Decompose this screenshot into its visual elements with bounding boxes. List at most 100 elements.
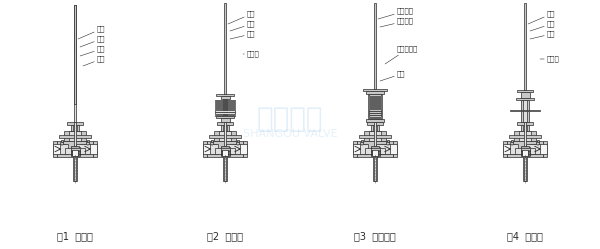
- Bar: [373, 156, 377, 182]
- Bar: [366, 91, 384, 94]
- Text: 填片: 填片: [530, 31, 556, 39]
- Bar: [76, 144, 90, 154]
- Bar: [353, 141, 357, 157]
- Bar: [387, 140, 389, 142]
- Bar: [376, 144, 390, 154]
- Text: 散热片: 散热片: [243, 51, 260, 57]
- Bar: [223, 126, 227, 131]
- Text: 负押垄片: 负押垄片: [378, 8, 414, 19]
- Bar: [361, 140, 364, 142]
- Bar: [223, 156, 227, 182]
- Bar: [61, 140, 64, 142]
- Bar: [74, 5, 76, 104]
- Bar: [216, 94, 234, 96]
- Bar: [367, 122, 383, 124]
- Bar: [203, 141, 207, 157]
- Bar: [215, 110, 235, 112]
- Bar: [523, 156, 527, 182]
- Bar: [224, 3, 226, 94]
- Bar: [537, 140, 539, 142]
- Bar: [243, 141, 247, 157]
- Bar: [53, 144, 66, 154]
- Bar: [209, 134, 241, 138]
- Bar: [223, 112, 227, 113]
- Bar: [80, 144, 97, 154]
- Bar: [522, 150, 528, 156]
- Bar: [215, 100, 235, 101]
- Bar: [215, 148, 235, 154]
- Bar: [374, 3, 376, 89]
- Bar: [369, 131, 381, 141]
- Bar: [517, 90, 533, 92]
- Bar: [73, 156, 77, 182]
- Bar: [215, 102, 235, 103]
- Bar: [230, 144, 247, 154]
- Bar: [369, 103, 381, 104]
- Bar: [215, 104, 235, 105]
- Bar: [214, 131, 236, 141]
- Bar: [369, 101, 381, 102]
- Bar: [369, 97, 381, 98]
- Bar: [371, 124, 379, 131]
- Bar: [226, 144, 240, 154]
- Bar: [503, 141, 507, 157]
- Text: 图4  低温型: 图4 低温型: [507, 231, 543, 241]
- Bar: [359, 134, 391, 138]
- Bar: [215, 108, 235, 109]
- Text: 图3  波纹管型: 图3 波纹管型: [354, 231, 396, 241]
- Bar: [216, 116, 234, 118]
- Text: 填片: 填片: [230, 31, 256, 39]
- Bar: [215, 115, 235, 116]
- Bar: [71, 147, 79, 156]
- Bar: [353, 144, 366, 154]
- Bar: [368, 94, 382, 119]
- Bar: [524, 3, 526, 90]
- Bar: [510, 110, 540, 111]
- Bar: [371, 147, 380, 156]
- Bar: [543, 141, 547, 157]
- Bar: [526, 144, 540, 154]
- Bar: [369, 99, 381, 100]
- Text: 填片: 填片: [380, 71, 406, 81]
- Bar: [223, 103, 227, 104]
- Bar: [511, 140, 513, 142]
- Bar: [357, 141, 393, 157]
- Bar: [223, 109, 227, 110]
- Text: 填函: 填函: [530, 21, 556, 31]
- Bar: [223, 107, 227, 108]
- Bar: [369, 118, 381, 119]
- Circle shape: [211, 142, 214, 145]
- Bar: [210, 144, 218, 154]
- Bar: [215, 113, 235, 114]
- Bar: [372, 150, 378, 156]
- Bar: [237, 140, 239, 142]
- Bar: [207, 141, 243, 157]
- Bar: [69, 131, 81, 141]
- Text: 阀杆: 阀杆: [228, 11, 256, 24]
- Bar: [369, 116, 381, 117]
- Bar: [523, 126, 527, 131]
- Bar: [221, 96, 229, 99]
- Bar: [369, 109, 381, 111]
- Bar: [74, 5, 76, 122]
- Text: 阀盖延: 阀盖延: [540, 56, 560, 62]
- Bar: [366, 119, 384, 122]
- Bar: [221, 146, 229, 148]
- Bar: [211, 140, 214, 142]
- Bar: [224, 157, 226, 182]
- Bar: [221, 118, 229, 122]
- Bar: [59, 134, 91, 138]
- Bar: [516, 98, 534, 100]
- Bar: [53, 141, 57, 157]
- Circle shape: [361, 142, 364, 145]
- Bar: [360, 144, 368, 154]
- Bar: [510, 144, 518, 154]
- Bar: [60, 144, 68, 154]
- Bar: [521, 147, 530, 156]
- Bar: [74, 122, 76, 146]
- Text: 填片: 填片: [80, 46, 106, 56]
- Bar: [369, 111, 381, 113]
- Text: 阀杆: 阀杆: [528, 11, 556, 24]
- Bar: [223, 99, 227, 100]
- Text: SHANGOU VALVE: SHANGOU VALVE: [242, 129, 337, 139]
